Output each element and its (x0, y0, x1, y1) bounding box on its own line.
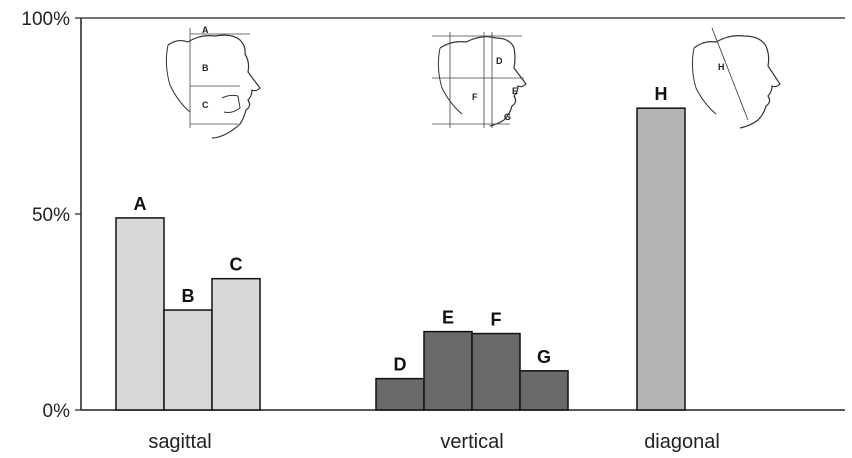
inset-letter-a: A (202, 25, 209, 35)
bar-label-d: D (394, 355, 407, 375)
bar-label-h: H (655, 84, 668, 104)
bar-label-e: E (442, 308, 454, 328)
bar-g (520, 371, 568, 410)
bar-h (637, 108, 685, 410)
y-ticks: 0% 50% 100% (21, 9, 81, 422)
diagonal-head-diagram: H (692, 28, 780, 128)
bar-e (424, 332, 472, 410)
group-label-sagittal: sagittal (148, 431, 211, 453)
vertical-head-diagram: D E F G (432, 32, 526, 128)
bar-c (212, 279, 260, 410)
inset-letter-h: H (718, 62, 725, 72)
y-tick-label: 100% (21, 9, 70, 30)
y-tick-label: 50% (32, 205, 70, 226)
inset-letter-e: E (512, 86, 518, 96)
group-labels: sagittal vertical diagonal (148, 431, 720, 453)
group-label-vertical: vertical (440, 431, 503, 453)
bar-f (472, 334, 520, 410)
inset-letter-d: D (496, 56, 503, 66)
bar-label-a: A (134, 194, 147, 214)
y-tick-label: 0% (43, 401, 71, 422)
inset-letter-g: G (504, 112, 511, 122)
bar-label-b: B (182, 286, 195, 306)
sagittal-head-diagram: A B C (166, 25, 260, 138)
bar-a (116, 218, 164, 410)
bar-label-f: F (491, 310, 502, 330)
bar-label-g: G (537, 347, 551, 367)
bar-b (164, 310, 212, 410)
inset-letter-f: F (472, 92, 478, 102)
bar-d (376, 379, 424, 410)
bars: A B C D E F G H (116, 84, 685, 410)
inset-letter-c: C (202, 100, 209, 110)
group-label-diagonal: diagonal (644, 431, 720, 453)
inset-letter-b: B (202, 63, 209, 73)
bar-label-c: C (230, 255, 243, 275)
